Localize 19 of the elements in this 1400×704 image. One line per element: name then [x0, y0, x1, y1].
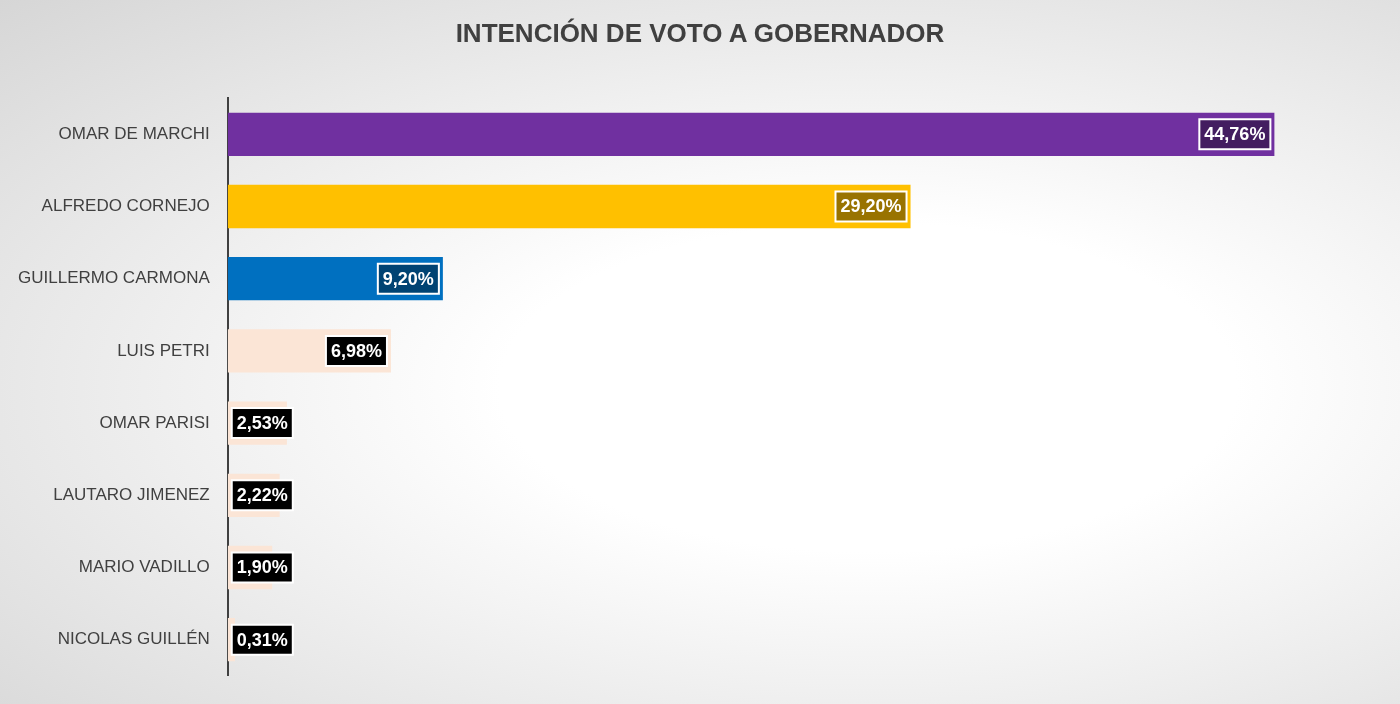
y-tick-label: NICOLAS GUILLÉN: [57, 629, 210, 649]
y-tick-label: MARIO VADILLO: [78, 557, 210, 577]
data-label: 9,20%: [382, 268, 434, 289]
y-tick-label: OMAR PARISI: [99, 412, 210, 432]
bar: [227, 184, 911, 229]
y-tick-label: OMAR DE MARCHI: [58, 123, 210, 143]
data-label: 2,22%: [236, 485, 288, 506]
y-tick-label: LAUTARO JIMENEZ: [53, 484, 210, 504]
y-tick-label: ALFREDO CORNEJO: [41, 196, 210, 216]
data-label: 0,31%: [236, 629, 288, 650]
data-label: 6,98%: [330, 340, 382, 361]
y-tick-label: LUIS PETRI: [117, 340, 210, 360]
bar: [227, 112, 1275, 156]
data-label: 2,53%: [236, 413, 288, 434]
chart-title: INTENCIÓN DE VOTO A GOBERNADOR: [454, 18, 946, 49]
data-label: 1,90%: [236, 557, 288, 578]
data-label: 44,76%: [1204, 124, 1266, 145]
data-label: 29,20%: [840, 196, 902, 217]
y-tick-label: GUILLERMO CARMONA: [18, 268, 211, 288]
